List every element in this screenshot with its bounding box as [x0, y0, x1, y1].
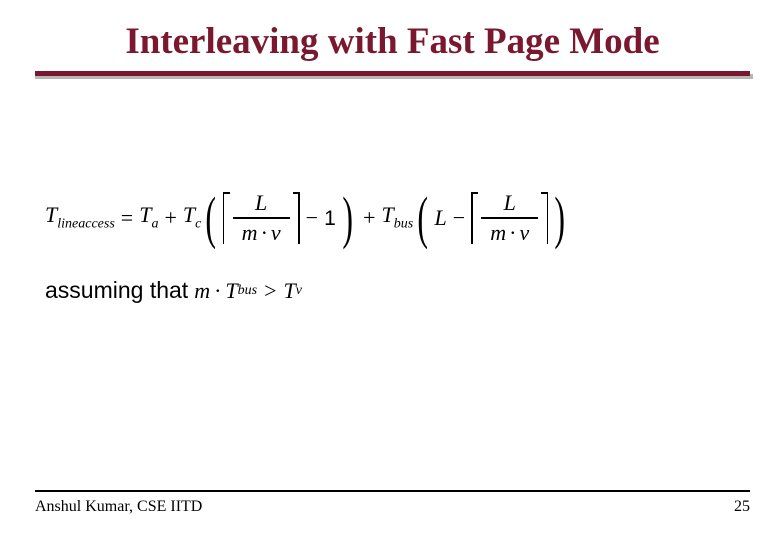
footer-author: Anshul Kumar, CSE IITD: [35, 498, 202, 516]
footer-rule: [35, 490, 750, 492]
ceil-right-icon: [542, 192, 550, 244]
term-Tc: Tc: [183, 204, 201, 231]
assumption-expr: m·Tbus > Tν: [194, 278, 302, 304]
paren-group-2: ( L − L m·ν ): [413, 189, 569, 247]
title-rule: [35, 71, 750, 79]
outer-L: L: [435, 207, 447, 229]
page-number: 25: [734, 498, 750, 516]
assumption-line: assuming that m·Tbus > Tν: [45, 277, 740, 304]
ceil-right-icon: [294, 192, 302, 244]
ceiling-1: L m·ν: [221, 189, 302, 247]
term-Tbus: Tbus: [382, 204, 414, 231]
slide-footer: Anshul Kumar, CSE IITD 25: [35, 490, 750, 516]
slide-title: Interleaving with Fast Page Mode: [35, 20, 750, 63]
plus-sign: +: [164, 207, 176, 229]
ceiling-2: L m·ν: [469, 189, 550, 247]
ceil-left-icon: [469, 192, 477, 244]
minus-sign-2: −: [453, 207, 465, 229]
plus-sign-2: +: [363, 207, 375, 229]
lhs: Tlineaccess: [45, 204, 115, 231]
fraction-1: L m·ν: [233, 189, 290, 247]
equals-sign: =: [121, 207, 133, 229]
assumption-label: assuming that: [45, 277, 188, 304]
minus-sign: −: [306, 207, 318, 229]
fraction-2: L m·ν: [481, 189, 538, 247]
constant-one: 1: [324, 208, 336, 229]
formula: Tlineaccess = Ta + Tc ( L m·ν: [45, 189, 740, 247]
ceil-left-icon: [221, 192, 229, 244]
term-Ta: Ta: [139, 204, 158, 231]
slide-content: Tlineaccess = Ta + Tc ( L m·ν: [35, 109, 750, 304]
paren-group-1: ( L m·ν − 1 ): [201, 189, 357, 247]
slide: Interleaving with Fast Page Mode Tlineac…: [0, 0, 780, 540]
